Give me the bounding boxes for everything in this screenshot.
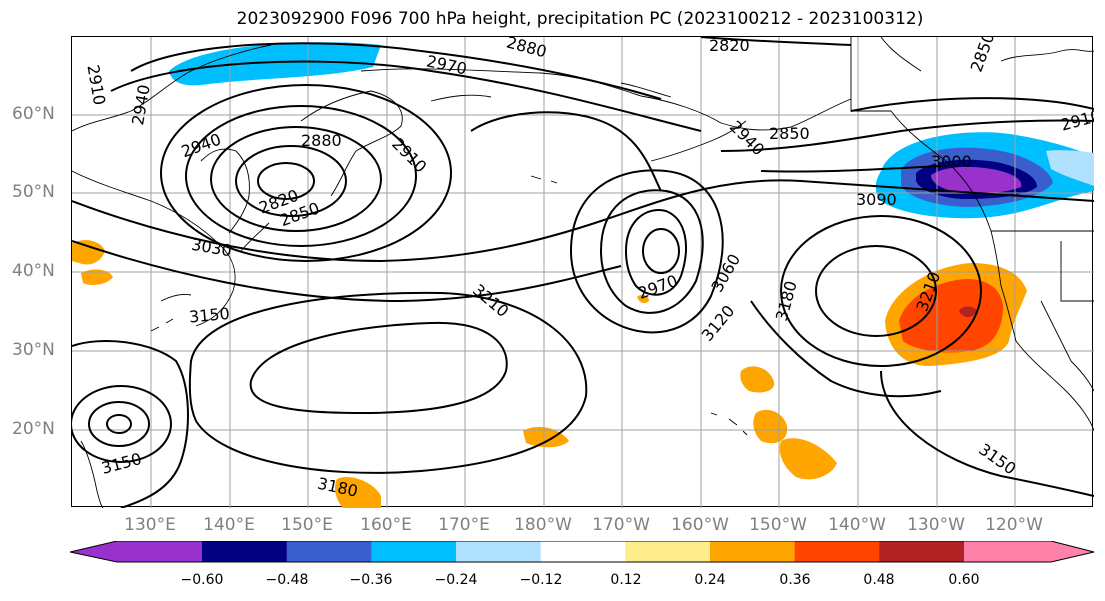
colorbar-tick-label: 0.36 xyxy=(779,572,811,588)
colorbar-tick-label: 0.12 xyxy=(610,572,642,588)
contour-label: 3000 xyxy=(931,152,972,171)
contour-label: 3150 xyxy=(975,440,1019,479)
map-canvas: 2910 2940 2940 2880 2910 2820 2850 3030 … xyxy=(72,37,1094,508)
colorbar-swatch xyxy=(70,541,202,562)
colorbar-tick-label: 0.24 xyxy=(694,572,726,588)
lon-label-160e: 160°E xyxy=(360,515,412,535)
colorbar-swatch xyxy=(625,541,711,562)
contour-label: 3180 xyxy=(772,279,801,323)
contour-label: 2910 xyxy=(83,63,109,106)
height-contours xyxy=(72,37,1094,508)
lat-label-30n: 30°N xyxy=(12,340,55,360)
contour-label: 2910 xyxy=(388,134,430,176)
colorbar-tick-label: −0.24 xyxy=(434,572,478,588)
colorbar-swatch xyxy=(879,541,965,562)
colorbar-swatch xyxy=(202,541,288,562)
contour-label: 2880 xyxy=(504,37,548,61)
lat-label-50n: 50°N xyxy=(12,182,55,202)
colorbar-tick-label: 0.60 xyxy=(948,572,980,588)
lat-label-20n: 20°N xyxy=(12,419,55,439)
lon-label-150w: 150°W xyxy=(749,515,807,535)
lon-label-170e: 170°E xyxy=(438,515,490,535)
contour-label: 3030 xyxy=(190,235,233,261)
lon-label-140e: 140°E xyxy=(203,515,255,535)
contour-label: 2940 xyxy=(128,83,154,126)
lon-label-160w: 160°W xyxy=(671,515,729,535)
contour-label: 2910 xyxy=(1059,106,1094,135)
colorbar-swatch xyxy=(540,541,626,562)
contour-label: 2940 xyxy=(726,117,768,159)
colorbar-tick-label: −0.36 xyxy=(349,572,393,588)
contour-label: 2880 xyxy=(301,131,342,150)
colorbar-tick-label: −0.60 xyxy=(180,572,224,588)
contour-label: 3090 xyxy=(856,190,897,209)
colorbar-swatch xyxy=(456,541,542,562)
colorbar-tick-label: 0.48 xyxy=(863,572,895,588)
contour-label: 2850 xyxy=(769,124,810,143)
lon-label-120w: 120°W xyxy=(985,515,1043,535)
colorbar-swatch xyxy=(371,541,457,562)
map-panel: 2910 2940 2940 2880 2910 2820 2850 3030 … xyxy=(71,36,1094,508)
colorbar-swatch xyxy=(710,541,796,562)
colorbar xyxy=(70,541,1095,563)
lon-label-130w: 130°W xyxy=(907,515,965,535)
lon-label-150e: 150°E xyxy=(281,515,333,535)
colorbar-tick-label: −0.48 xyxy=(265,572,309,588)
contour-label: 2940 xyxy=(179,130,224,162)
lat-label-60n: 60°N xyxy=(12,104,55,124)
colorbar-tick-label: −0.12 xyxy=(519,572,563,588)
contour-label: 3210 xyxy=(469,280,512,321)
lon-label-140w: 140°W xyxy=(828,515,886,535)
colorbar-swatch xyxy=(286,541,372,562)
contour-label: 2820 xyxy=(709,37,750,55)
colorbar-swatch xyxy=(964,541,1094,562)
contour-label: 3150 xyxy=(99,449,143,478)
contour-label: 3150 xyxy=(188,304,230,326)
lon-label-180w: 180°W xyxy=(514,515,572,535)
precip-positive-shading xyxy=(72,240,1027,508)
lon-label-170w: 170°W xyxy=(592,515,650,535)
contour-label: 2850 xyxy=(967,37,999,75)
contour-label: 3060 xyxy=(707,251,744,296)
lat-label-40n: 40°N xyxy=(12,261,55,281)
colorbar-swatch xyxy=(794,541,880,562)
lon-label-130e: 130°E xyxy=(124,515,176,535)
contour-label: 2970 xyxy=(635,271,680,303)
map-title: 2023092900 F096 700 hPa height, precipit… xyxy=(236,9,924,29)
graticule-lines xyxy=(72,37,1094,508)
